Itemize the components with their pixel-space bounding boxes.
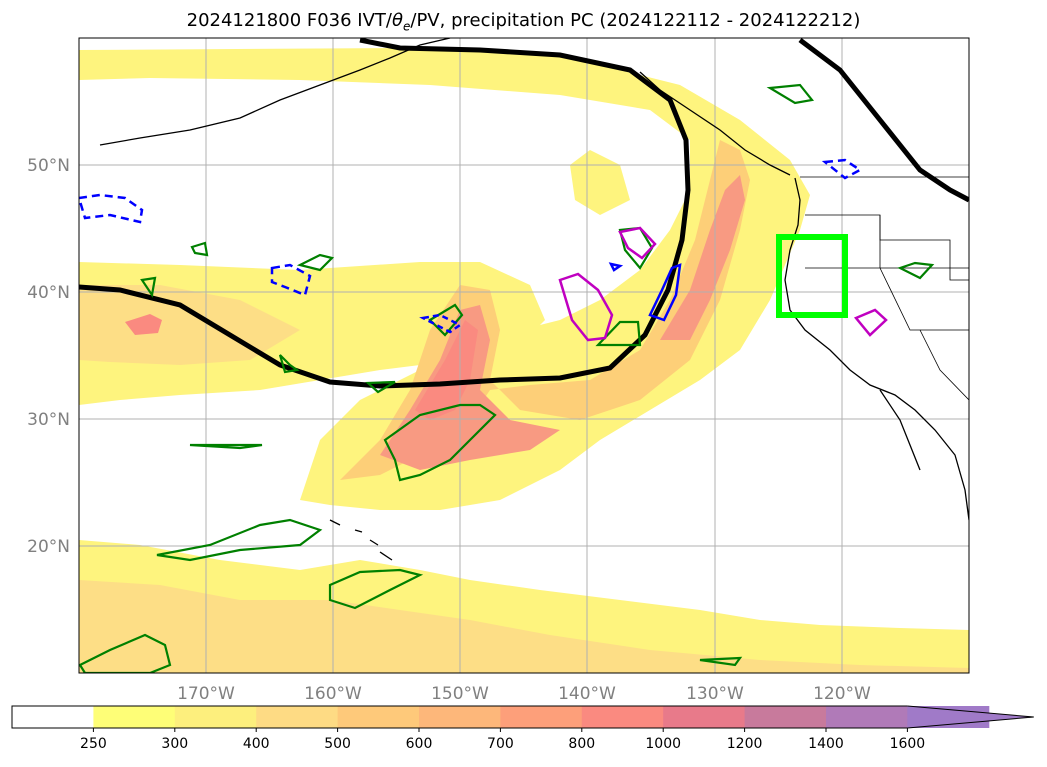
theta-e-neg-6: [608, 262, 624, 272]
theta-e-neg-1: [648, 263, 682, 322]
hawaii-islands: [329, 519, 393, 561]
ivt-blob-north: [570, 150, 630, 215]
precip-contour-10: [897, 261, 935, 280]
ivt-band-west-core: [125, 314, 162, 335]
pv-contour-main: [79, 38, 691, 389]
lon-tick-label: 160°W: [304, 684, 362, 704]
lat-tick-label: 40°N: [27, 283, 70, 303]
ivt-plume-core: [380, 305, 560, 470]
precip-contour-16: [140, 276, 157, 298]
colorbar-tick-label: 1600: [890, 736, 926, 752]
precip-contour-4: [79, 633, 172, 673]
theta-e-pos-contours: [558, 226, 888, 342]
lon-tick-label: 120°W: [813, 684, 871, 704]
precip-contour-6: [296, 253, 335, 272]
colorbar-segment: [256, 706, 339, 728]
highlight-box: [776, 234, 848, 318]
colorbar-segment: [744, 706, 827, 728]
precip-contour-7: [190, 241, 209, 257]
theta-e-contour-1: [558, 272, 614, 342]
theta-e-neg-4: [821, 158, 863, 180]
lat-tick-label: 30°N: [27, 410, 70, 430]
colorbar-tick-label: 1000: [645, 736, 681, 752]
precip-contour-8: [428, 303, 464, 337]
precip-contour-5: [595, 320, 642, 347]
colorbar-tick-label: 500: [324, 736, 351, 752]
colorbar-segment: [337, 706, 420, 728]
precip-contour-14: [278, 354, 300, 374]
ivt-plume-core-2: [415, 320, 478, 420]
colorbar-segment: [174, 706, 257, 728]
theta-e-neg-3: [270, 263, 312, 297]
colorbar-segment: [581, 706, 664, 728]
coastline-baja: [879, 389, 921, 471]
theta-e-neg-contours: [79, 158, 863, 334]
colorbar-frame: [11, 705, 908, 729]
colorbar-segment: [93, 706, 176, 728]
precip-contours: [79, 83, 935, 673]
precip-contour-1: [383, 403, 497, 482]
colorbar-tick-label: 400: [243, 736, 270, 752]
lon-tick-label: 150°W: [431, 684, 489, 704]
coastline-alaska: [99, 38, 451, 146]
colorbar-segment: [419, 706, 501, 728]
precip-contour-15: [699, 656, 743, 667]
theta-e-neg-2: [79, 193, 144, 224]
colorbar-tick-label: 600: [406, 736, 433, 752]
colorbar: 250 300 400 500 600 700 800 1000 1200 1400 1600: [11, 705, 1034, 752]
lon-tick-label: 130°W: [686, 684, 744, 704]
precip-contour-3: [328, 568, 424, 610]
lon-tick-labels: 170°W 160°W 150°W 140°W 130°W 120°W: [177, 684, 871, 704]
theta-e-contour-3: [853, 308, 888, 337]
precip-contour-2: [156, 518, 323, 562]
gridlines: [79, 38, 969, 673]
ivt-coast-core: [660, 175, 745, 340]
pv-contours: [79, 38, 969, 389]
colorbar-tick-label: 800: [568, 736, 595, 752]
precip-contour-13: [365, 380, 396, 394]
colorbar-segment: [663, 706, 746, 728]
colorbar-segment: [826, 706, 908, 728]
lat-tick-label: 20°N: [27, 537, 70, 557]
precip-contour-12: [189, 443, 263, 450]
ivt-band-south-2: [79, 580, 969, 673]
borders: [800, 176, 969, 401]
colorbar-segment: [12, 706, 94, 728]
lon-tick-label: 170°W: [177, 684, 235, 704]
figure-title: 2024121800 F036 IVT/θe/PV, precipitation…: [186, 10, 861, 34]
precip-contour-11: [766, 83, 815, 105]
lat-tick-labels: 50°N 40°N 30°N 20°N: [27, 156, 70, 557]
colorbar-extend-arrow: [907, 705, 1034, 729]
lat-tick-label: 50°N: [27, 156, 70, 176]
map-frame: [78, 37, 970, 674]
theta-e-contour-2: [618, 226, 657, 260]
pv-contour-ne: [798, 38, 969, 203]
colorbar-tick-label: 700: [487, 736, 514, 752]
colorbar-tick-label: 300: [161, 736, 188, 752]
theta-e-neg-5: [419, 313, 463, 334]
colorbar-tick-label: 1200: [727, 736, 763, 752]
lon-tick-label: 140°W: [558, 684, 616, 704]
colorbar-tick-label: 250: [80, 736, 107, 752]
colorbar-segment: [500, 706, 583, 728]
colorbar-tick-label: 1400: [808, 736, 844, 752]
